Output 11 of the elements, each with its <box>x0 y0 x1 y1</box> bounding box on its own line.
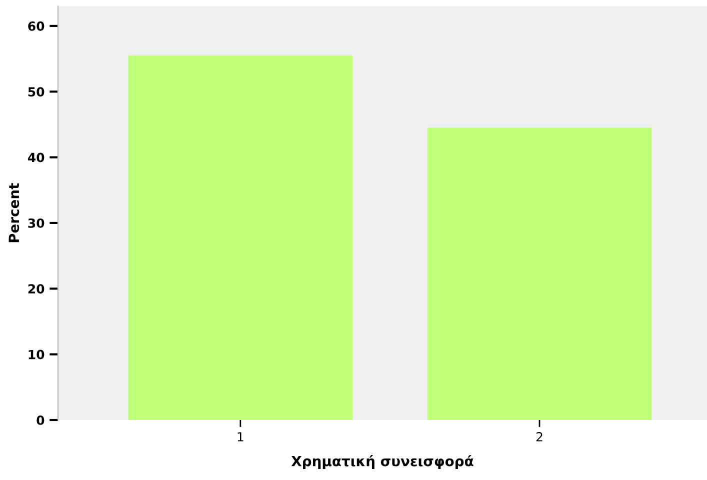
x-axis-title: Χρηματική συνεισφορά <box>291 455 474 470</box>
y-tick-label: 60 <box>28 21 44 31</box>
y-tick-label: 50 <box>28 87 44 97</box>
y-tick-label: 0 <box>36 415 44 425</box>
y-tick-label: 20 <box>28 284 44 294</box>
y-tick-label: 10 <box>28 350 44 360</box>
x-tick-label: 2 <box>536 432 542 442</box>
x-tick-label: 1 <box>238 432 244 442</box>
y-axis-title: Percent <box>8 183 20 242</box>
y-tick-label: 30 <box>28 218 44 228</box>
y-tick-label: 40 <box>28 152 44 162</box>
